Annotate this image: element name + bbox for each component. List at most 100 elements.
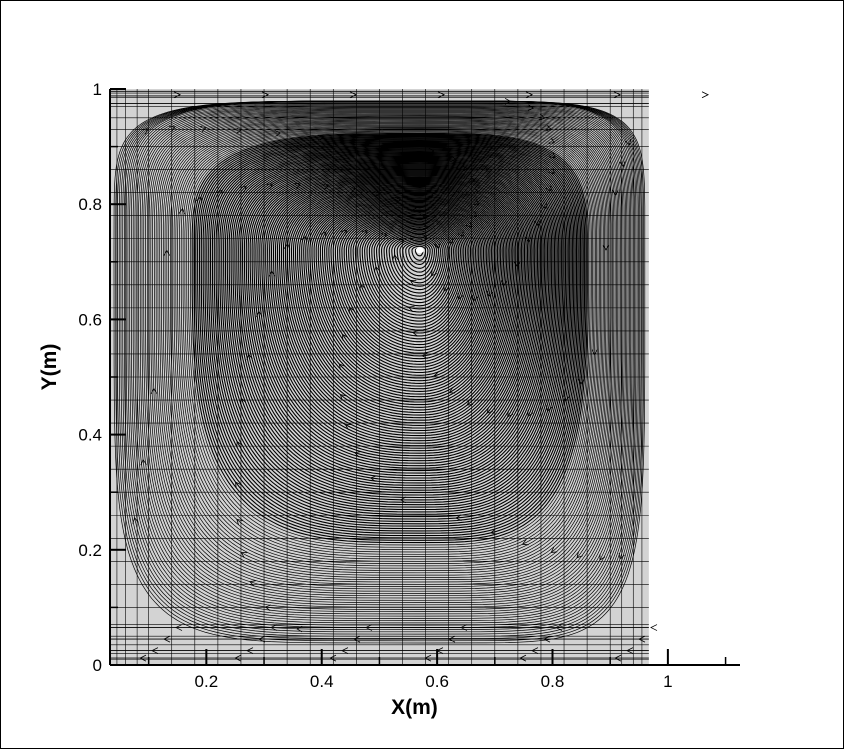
flow-arrow (419, 213, 426, 221)
flow-arrow (555, 624, 563, 631)
streamline (152, 112, 617, 594)
flow-arrow (486, 407, 493, 414)
streamline (234, 154, 557, 489)
flow-arrow (421, 352, 428, 359)
streamline (219, 147, 568, 508)
flow-arrow (140, 458, 147, 466)
flow-arrow (437, 91, 446, 99)
flow-arrow (422, 223, 429, 230)
streamline (294, 186, 512, 411)
streamline (348, 213, 473, 343)
streamline (259, 167, 539, 457)
flow-arrow (365, 624, 373, 631)
flow-arrow (612, 189, 619, 196)
streamline (303, 190, 506, 400)
streamline (249, 162, 546, 469)
flow-arrow (240, 185, 248, 192)
streamline (299, 188, 509, 406)
flow-arrow (626, 647, 634, 654)
flow-arrow (448, 387, 456, 394)
streamline (193, 133, 587, 541)
streamline (198, 136, 583, 534)
streamline (317, 197, 496, 382)
flow-arrow (500, 280, 508, 287)
streamline (209, 142, 575, 520)
streamline (307, 192, 503, 395)
streamline (399, 239, 435, 277)
flow-arrow (450, 155, 457, 163)
flow-arrows (132, 91, 710, 662)
x-axis-label: X(m) (391, 696, 438, 719)
streamline (217, 146, 569, 511)
flow-arrow (447, 237, 454, 245)
streamline (334, 206, 483, 360)
y-tick-label: 0.6 (78, 310, 102, 329)
streamline (393, 236, 439, 284)
streamline (290, 183, 515, 416)
flow-arrow (398, 238, 405, 245)
streamline (251, 163, 544, 467)
streamline (170, 122, 604, 571)
streamline (364, 221, 461, 322)
flow-arrow (139, 654, 147, 662)
streamline (188, 131, 591, 548)
streamline (408, 244, 429, 265)
streamline (238, 156, 554, 484)
streamline (255, 165, 541, 462)
streamline (270, 173, 530, 442)
flow-arrow (461, 165, 469, 172)
flow-arrow (531, 647, 539, 654)
streamline (411, 245, 427, 261)
flow-arrow (369, 475, 377, 482)
flow-arrow (614, 654, 622, 662)
flow-arrow (261, 91, 270, 99)
flow-arrow (591, 349, 598, 356)
flow-arrow (266, 183, 274, 190)
flow-arrow (353, 451, 361, 458)
flow-arrow (507, 410, 514, 418)
flow-arrow (638, 635, 646, 643)
flow-arrow (246, 353, 253, 361)
streamline (186, 130, 592, 551)
flow-arrow (240, 552, 248, 558)
flow-arrow (338, 363, 346, 370)
flow-arrow (578, 378, 585, 386)
streamline (236, 155, 556, 486)
flow-arrow (322, 183, 330, 190)
streamline (284, 180, 520, 424)
flow-arrow (341, 647, 349, 654)
flow-arrow (468, 176, 476, 183)
flow-arrow (234, 654, 242, 662)
flow-arrow (249, 580, 256, 587)
streamline (301, 189, 508, 403)
flow-arrow (353, 635, 361, 643)
flow-arrow (173, 91, 182, 99)
streamline (230, 153, 560, 494)
streamline (378, 228, 451, 304)
flow-arrow (196, 196, 203, 203)
flow-arrow (599, 553, 606, 561)
flow-arrow (163, 249, 171, 256)
streamline (311, 194, 500, 390)
flow-arrow (407, 305, 415, 312)
flow-arrow (373, 265, 381, 273)
streamline (113, 100, 646, 644)
flow-arrow (430, 269, 437, 277)
flow-arrow (545, 405, 553, 413)
flow-arrow (320, 231, 327, 238)
flow-arrow (549, 152, 557, 159)
flow-arrow (374, 190, 381, 198)
streamline (391, 235, 441, 287)
streamline (386, 232, 445, 294)
streamline (221, 148, 567, 506)
flow-arrow (545, 125, 552, 132)
flow-arrow (527, 104, 535, 111)
flow-arrow (525, 91, 534, 99)
streamline (127, 100, 635, 626)
flow-arrow (527, 410, 534, 418)
streamline (257, 166, 540, 459)
flow-arrow (329, 654, 337, 662)
streamline (319, 198, 494, 379)
streamline (211, 143, 573, 518)
